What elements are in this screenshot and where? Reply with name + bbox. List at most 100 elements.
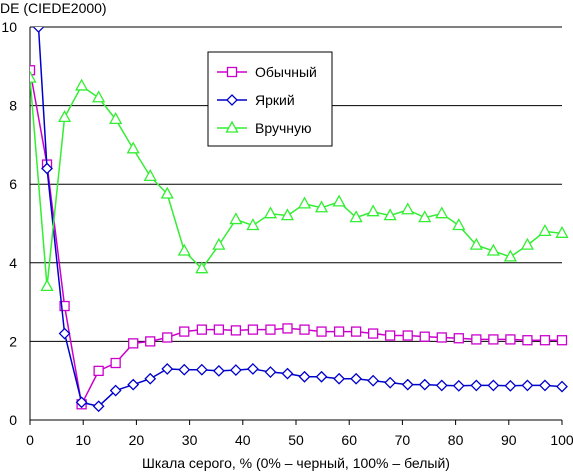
data-point (383, 208, 397, 221)
data-point (75, 396, 88, 409)
data-point (419, 331, 430, 342)
data-point (539, 335, 551, 346)
data-point (75, 78, 89, 91)
data-point (59, 300, 70, 312)
data-point (126, 141, 140, 154)
data-point (127, 378, 140, 391)
x-tick-label: 20 (129, 432, 145, 448)
x-tick-labels: 0 10 20 30 40 50 60 70 80 90 100 (26, 432, 573, 448)
data-point (128, 338, 139, 349)
data-point (32, 27, 45, 33)
x-tick-label: 70 (395, 432, 411, 448)
y-axis-title: DE (CIEDE2000) (0, 0, 107, 16)
data-point (452, 379, 465, 392)
data-point (110, 357, 121, 369)
data-point (350, 326, 362, 337)
legend-marker (225, 120, 239, 133)
x-tick-label: 80 (448, 432, 464, 448)
data-point (92, 90, 106, 103)
data-point (469, 237, 483, 250)
data-point (402, 330, 413, 341)
data-point (57, 110, 72, 123)
legend-label: Вручную (255, 120, 312, 136)
data-point (316, 326, 327, 337)
data-point (229, 212, 243, 225)
data-point (401, 202, 415, 215)
data-point (41, 162, 53, 175)
data-point (385, 330, 396, 341)
data-point (367, 328, 379, 339)
data-point (333, 326, 345, 337)
data-point (195, 363, 208, 376)
data-point (93, 365, 104, 377)
data-point (144, 372, 157, 385)
axes (29, 27, 563, 425)
x-tick-label: 0 (26, 432, 34, 448)
y-tick-label: 8 (9, 98, 17, 114)
data-point (246, 218, 260, 231)
y-tick-label: 10 (1, 19, 17, 35)
x-axis-title: Шкала серого, % (0% – черный, 100% – бел… (142, 455, 450, 471)
data-point (212, 364, 225, 377)
series-group (30, 27, 568, 413)
y-tick-labels: 0 2 4 6 8 10 (1, 19, 17, 428)
y-tick-label: 0 (9, 412, 17, 428)
data-point (435, 379, 448, 392)
data-point (281, 367, 294, 380)
data-point (349, 210, 363, 223)
data-point (522, 335, 533, 346)
data-point (333, 372, 346, 385)
data-point (520, 237, 535, 250)
data-point (196, 324, 207, 335)
data-point (299, 324, 310, 335)
data-point (162, 332, 173, 343)
data-point (486, 243, 500, 256)
data-point (265, 324, 276, 335)
data-point (280, 208, 295, 221)
data-point (538, 224, 552, 237)
y-tick-label: 4 (9, 255, 17, 271)
series-2 (32, 27, 568, 413)
data-point (179, 326, 190, 337)
x-tick-label: 50 (288, 432, 304, 448)
data-point (487, 379, 500, 392)
series-line (30, 78, 563, 287)
data-point (350, 372, 363, 385)
legend-marker (226, 66, 238, 78)
data-point (178, 363, 191, 376)
data-point (30, 70, 37, 83)
data-point (521, 379, 534, 392)
data-point (503, 249, 517, 262)
legend-label: Яркий (255, 92, 295, 108)
series-1 (30, 65, 568, 410)
data-point (505, 334, 516, 345)
data-point (401, 378, 414, 391)
data-point (177, 243, 191, 256)
data-point (435, 206, 449, 219)
data-point (436, 332, 447, 343)
y-tick-label: 6 (9, 176, 17, 192)
data-point (555, 225, 568, 238)
data-point (230, 325, 242, 336)
data-point (539, 379, 551, 392)
data-point (556, 380, 568, 393)
data-point (161, 362, 174, 375)
data-point (92, 400, 105, 413)
data-point (315, 370, 328, 383)
data-point (263, 206, 278, 219)
legend: Обычный Яркий Вручную (207, 51, 333, 147)
data-point (470, 379, 483, 392)
data-point (40, 279, 54, 292)
data-point (367, 374, 380, 387)
data-point (212, 237, 226, 250)
data-point (418, 378, 431, 391)
data-point (452, 218, 466, 231)
x-tick-label: 60 (341, 432, 357, 448)
data-point (488, 334, 499, 345)
data-point (418, 210, 432, 223)
y-tick-label: 2 (9, 333, 17, 349)
data-point (160, 186, 174, 199)
data-point (109, 112, 123, 125)
data-point (247, 324, 259, 335)
